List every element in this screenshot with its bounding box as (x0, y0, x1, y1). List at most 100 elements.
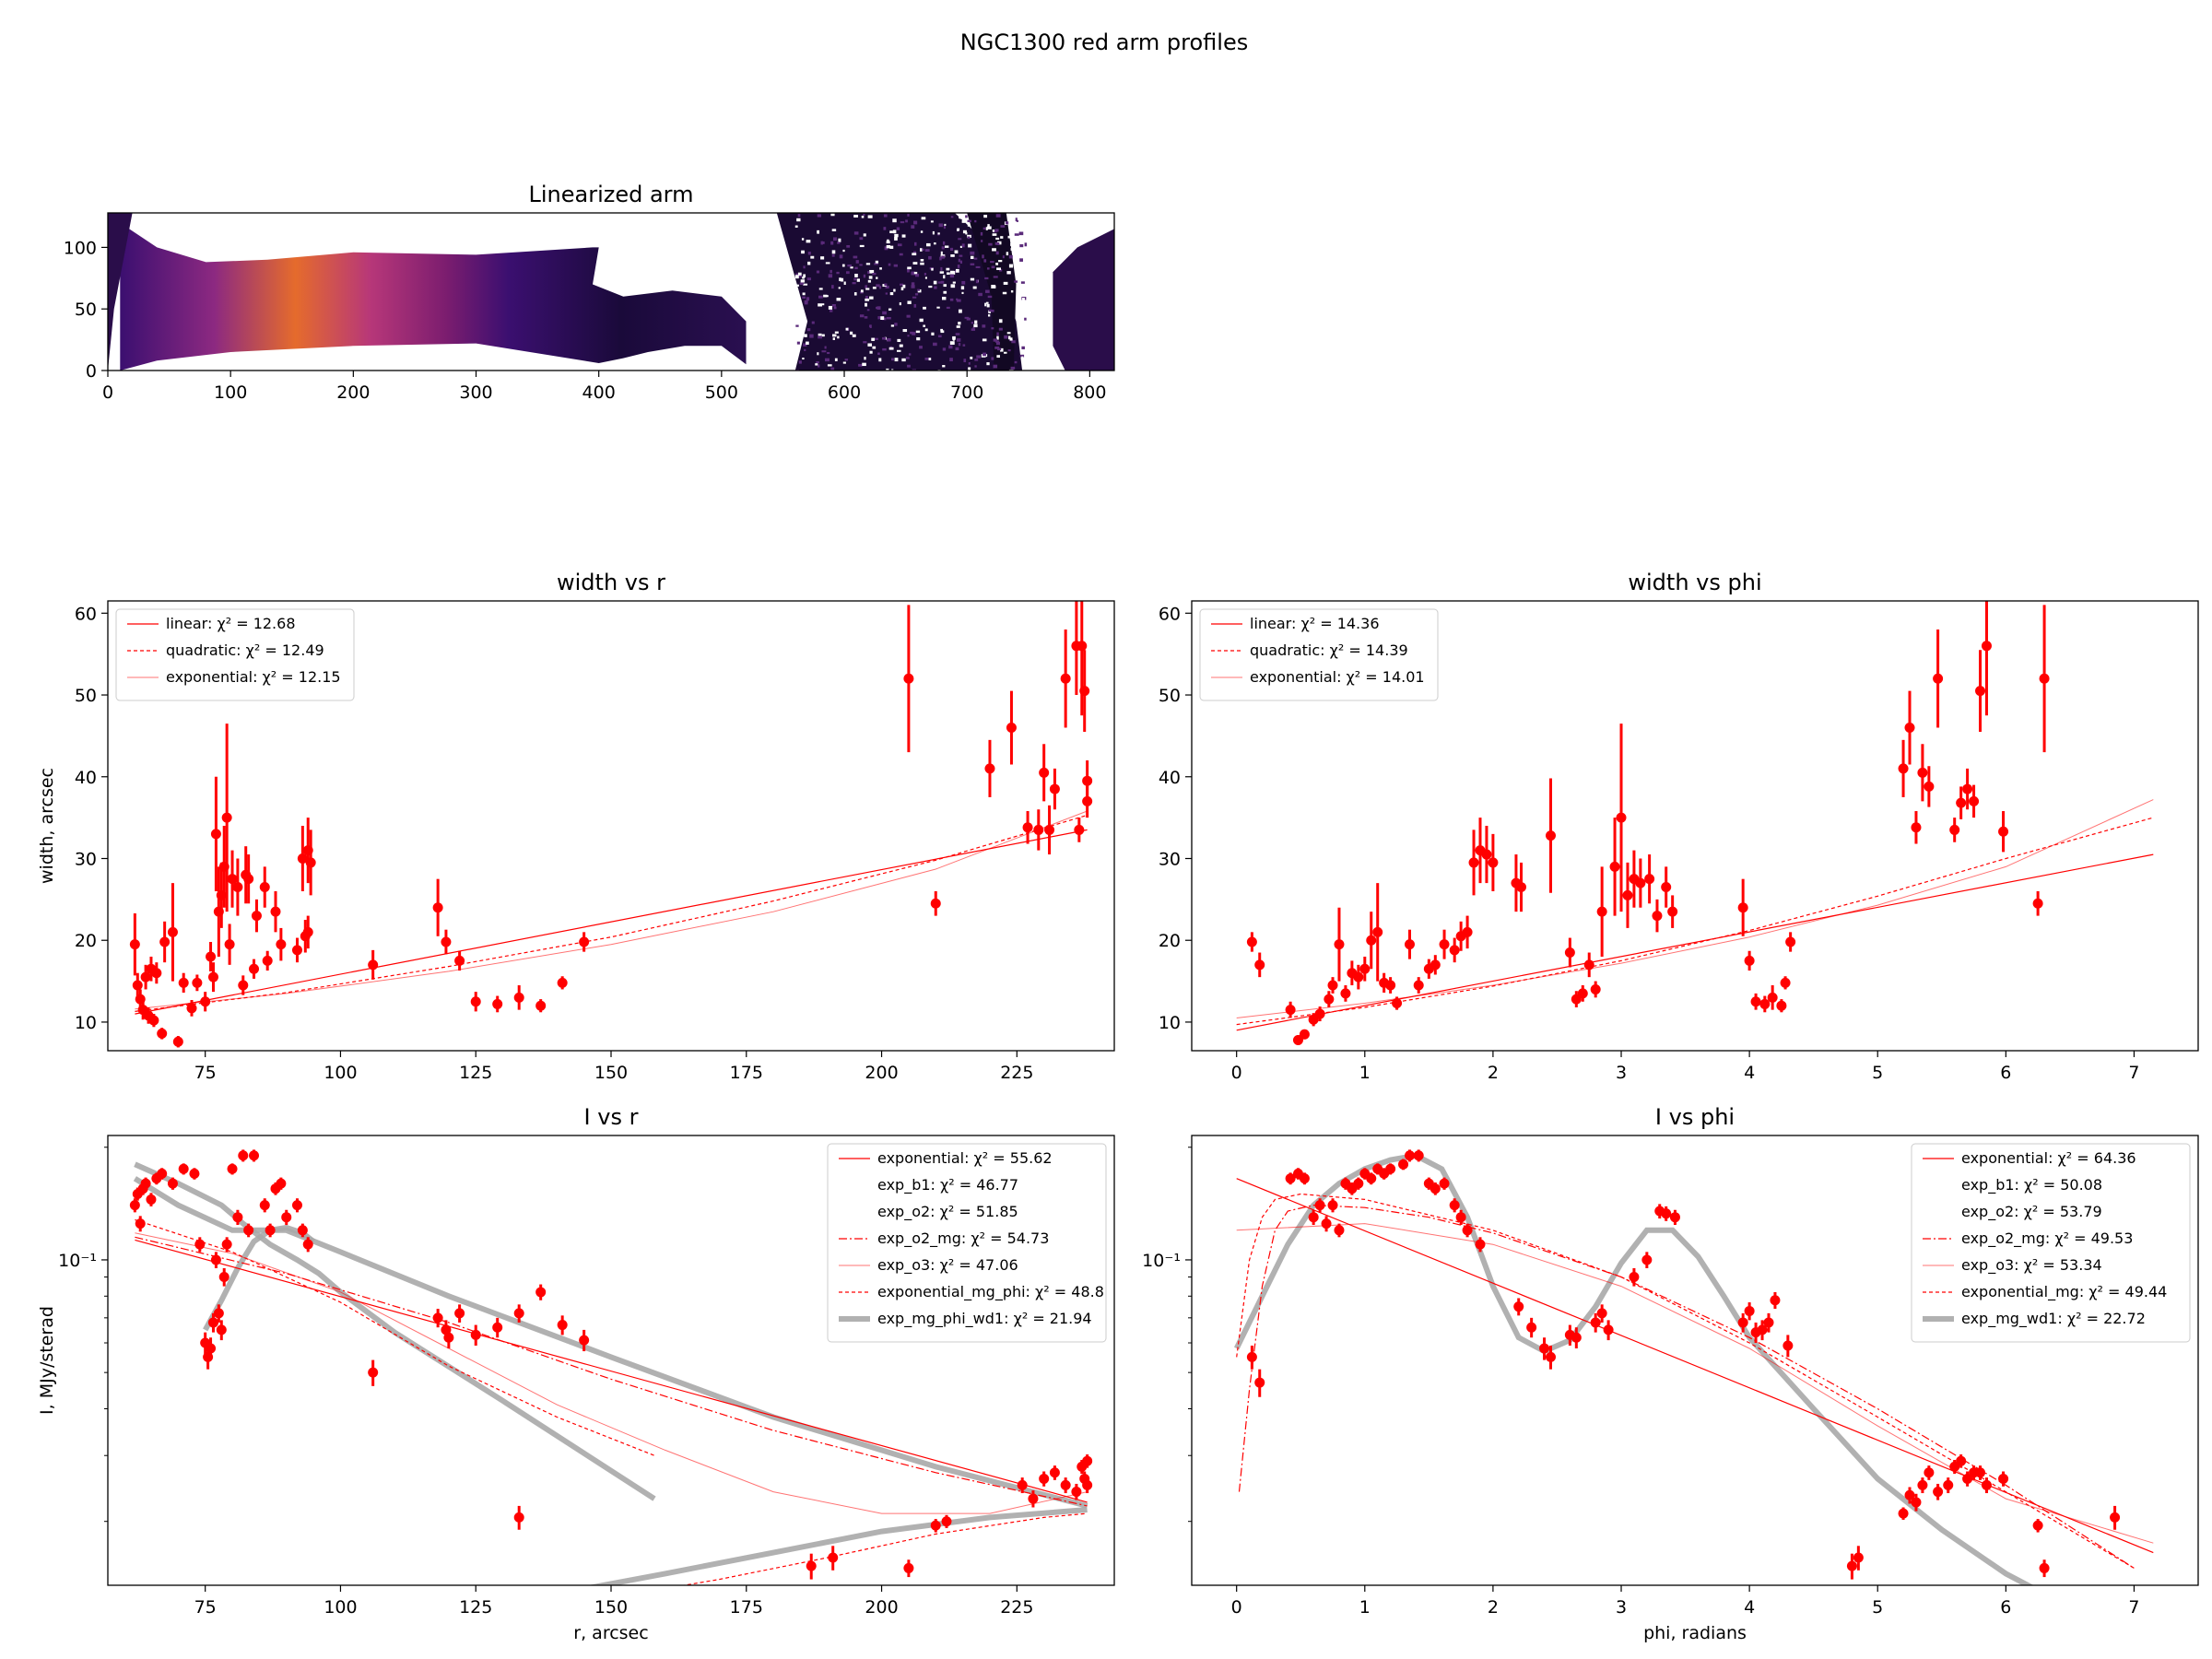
speckle (949, 274, 955, 278)
speckle (1006, 271, 1011, 275)
speckle (867, 343, 872, 347)
speckle (908, 353, 912, 356)
speckle (975, 279, 979, 284)
speckle (938, 223, 944, 228)
chart-ir: 75 100 125 150 175 200 225 10⁻¹ I vs r r, arcsec I… (37, 1104, 1115, 1643)
axes-frame (107, 212, 1115, 371)
speckle (964, 316, 970, 319)
x-tick-label: 125 (459, 1597, 492, 1618)
speckle (828, 305, 833, 310)
speckle (877, 316, 880, 320)
x-axis-label: phi, radians (1643, 1623, 1747, 1643)
speckle (1025, 301, 1030, 306)
speckle (950, 270, 955, 275)
speckle (906, 314, 911, 318)
speckle (804, 348, 806, 351)
data-point (441, 936, 452, 947)
data-point (1082, 1455, 1093, 1466)
data-point (243, 874, 254, 885)
data-point (1430, 1183, 1441, 1194)
speckle (982, 352, 987, 357)
fit-line (1236, 799, 2154, 1018)
data-point (1430, 959, 1441, 971)
data-point (1943, 1479, 1954, 1490)
speckle (818, 288, 823, 290)
speckle (950, 216, 954, 218)
data-point (513, 1308, 524, 1319)
data-point (1622, 889, 1633, 900)
speckle (936, 306, 940, 309)
y-axis-label: width, arcsec (37, 768, 57, 884)
speckle (831, 253, 835, 257)
speckle (923, 324, 926, 327)
x-tick-label: 7 (2128, 1597, 2139, 1618)
speckle (853, 255, 858, 259)
speckle (810, 255, 815, 259)
data-point (1917, 1479, 1928, 1490)
speckle (939, 271, 945, 274)
speckle (1019, 244, 1024, 248)
data-point (1468, 857, 1479, 868)
speckle (863, 341, 867, 344)
data-point (1975, 1467, 1986, 1478)
speckle (992, 233, 997, 236)
data-point (368, 959, 379, 971)
speckle (961, 219, 966, 223)
data-point (1759, 998, 1771, 1009)
speckle (1007, 335, 1011, 340)
data-point (2039, 673, 2050, 684)
chart-title: Linearized arm (528, 182, 693, 207)
data-point (232, 1212, 243, 1223)
speckle (882, 311, 887, 315)
speckle (998, 327, 1003, 331)
data-point (281, 1212, 292, 1223)
speckle (946, 306, 950, 309)
data-point (1590, 983, 1601, 994)
legend-entry: exponential: χ² = 64.36 (1961, 1149, 2136, 1167)
speckle (993, 338, 997, 342)
data-point (2032, 898, 2043, 909)
axes-frame (1191, 1135, 2199, 1586)
speckle (973, 257, 978, 260)
data-point (1321, 1218, 1332, 1230)
speckle (980, 231, 983, 236)
speckle (941, 255, 945, 259)
data-point (2032, 1520, 2043, 1531)
speckle (825, 262, 830, 265)
data-point (243, 1225, 254, 1236)
speckle (996, 355, 1001, 359)
speckle (802, 296, 806, 299)
speckle (860, 289, 864, 293)
speckle (968, 362, 971, 365)
data-point (1737, 1317, 1748, 1328)
speckle (794, 225, 798, 228)
data-point (1060, 1479, 1071, 1490)
speckle (897, 338, 901, 343)
data-point (1299, 1173, 1310, 1184)
speckle (933, 342, 937, 347)
speckle (913, 303, 917, 308)
data-point (262, 955, 273, 966)
speckle (869, 350, 873, 354)
speckle (952, 271, 956, 275)
speckle (956, 299, 961, 302)
speckle (896, 227, 900, 230)
speckle (902, 329, 908, 333)
speckle (973, 324, 978, 328)
speckle (1010, 242, 1013, 246)
x-tick-label: 100 (324, 1063, 357, 1083)
data-point (1449, 945, 1460, 956)
x-tick-label: 800 (1073, 382, 1106, 403)
data-point (1898, 1508, 1909, 1519)
legend-entry: linear: χ² = 12.68 (166, 615, 296, 632)
speckle (993, 276, 998, 278)
speckle (982, 324, 986, 328)
speckle (943, 275, 946, 279)
speckle (965, 215, 968, 218)
right-wedge (1053, 229, 1114, 371)
data-point (1246, 1351, 1257, 1362)
speckle (907, 268, 910, 273)
data-point (1644, 874, 1655, 885)
data-point (1366, 935, 1377, 946)
speckle (830, 269, 832, 274)
